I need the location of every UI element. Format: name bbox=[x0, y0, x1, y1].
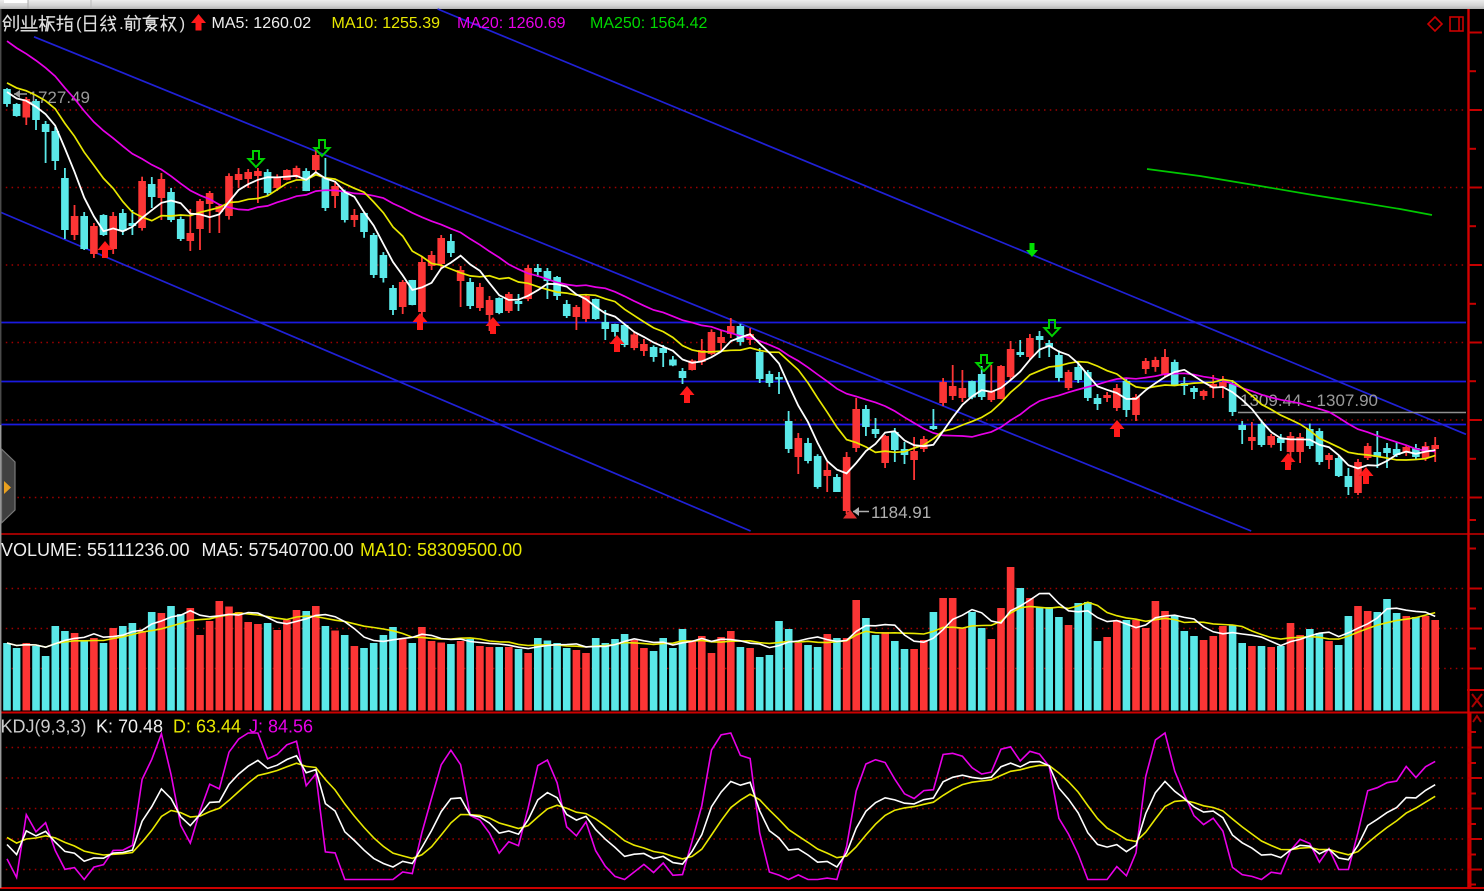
svg-text:MA250: 1564.42: MA250: 1564.42 bbox=[590, 15, 708, 32]
svg-text:MA5: 1260.02: MA5: 1260.02 bbox=[212, 15, 312, 32]
svg-text:MA10: 58309500.00: MA10: 58309500.00 bbox=[360, 540, 522, 560]
svg-text:MA5: 57540700.00: MA5: 57540700.00 bbox=[202, 540, 354, 560]
svg-text:MA20: 1260.69: MA20: 1260.69 bbox=[457, 15, 566, 32]
svg-text:KDJ(9,3,3): KDJ(9,3,3) bbox=[1, 717, 87, 737]
svg-text:D: 63.44: D: 63.44 bbox=[173, 717, 241, 737]
svg-text:1727.49: 1727.49 bbox=[29, 88, 90, 107]
svg-text:): ) bbox=[180, 14, 186, 33]
svg-text:.: . bbox=[119, 14, 124, 33]
svg-text:MA10: 1255.39: MA10: 1255.39 bbox=[332, 15, 441, 32]
svg-text:K: 70.48: K: 70.48 bbox=[96, 717, 163, 737]
svg-text:1309.44 - 1307.90: 1309.44 - 1307.90 bbox=[1240, 391, 1378, 410]
svg-text:VOLUME: 55111236.00: VOLUME: 55111236.00 bbox=[1, 540, 189, 560]
svg-text:(: ( bbox=[76, 14, 82, 33]
svg-text:J: 84.56: J: 84.56 bbox=[249, 717, 313, 737]
svg-text:1184.91: 1184.91 bbox=[871, 503, 931, 522]
